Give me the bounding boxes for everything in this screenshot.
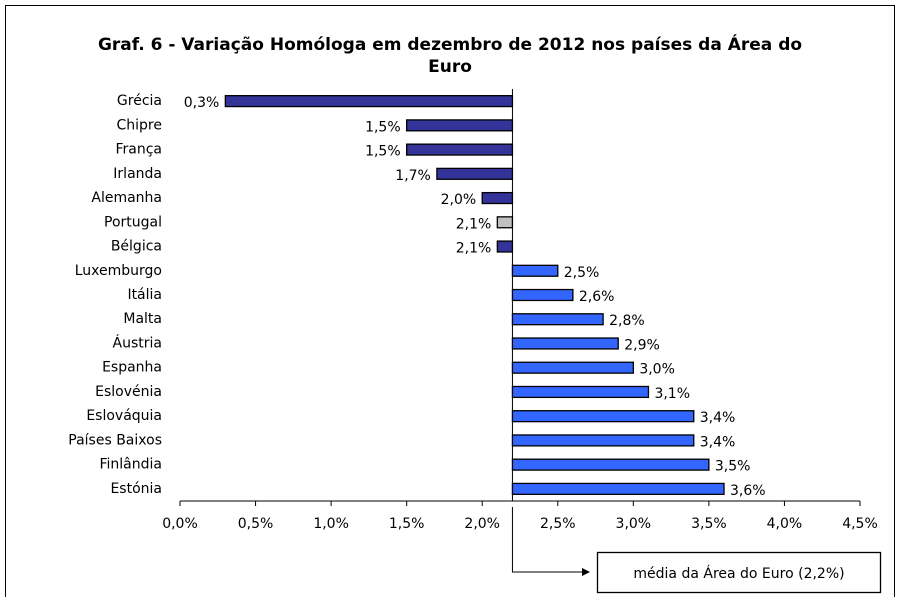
category-label: Portugal	[104, 214, 162, 230]
category-label: Bélgica	[111, 239, 162, 255]
x-tick-label: 1,5%	[389, 516, 425, 532]
x-tick-label: 2,5%	[540, 516, 576, 532]
x-tick-label: 0,5%	[238, 516, 274, 532]
x-tick-label: 4,5%	[842, 516, 878, 532]
bar	[511, 313, 604, 326]
bar	[496, 240, 514, 253]
x-tick-label: 3,0%	[616, 516, 652, 532]
annotation-arrow	[511, 507, 584, 573]
bar	[511, 288, 574, 302]
category-label: Luxemburgo	[75, 263, 162, 279]
value-label: 2,5%	[564, 265, 600, 281]
x-tick-label: 4,0%	[767, 516, 803, 532]
x-tick-label: 2,0%	[464, 516, 500, 532]
value-label: 0,3%	[184, 95, 220, 111]
category-label: Espanha	[102, 360, 162, 376]
category-label: Irlanda	[113, 166, 162, 182]
x-tick-label: 1,0%	[313, 516, 349, 532]
bar	[511, 482, 725, 495]
category-label: Malta	[123, 311, 162, 327]
value-label: 2,1%	[456, 216, 492, 232]
value-label: 1,5%	[365, 144, 401, 160]
value-label: 3,0%	[639, 362, 675, 378]
category-label: Eslovénia	[95, 384, 162, 400]
bar	[496, 216, 514, 229]
bar	[511, 458, 710, 471]
bar	[406, 143, 514, 156]
category-label: Países Baixos	[68, 432, 162, 448]
category-label: Alemanha	[91, 190, 162, 206]
value-label: 1,5%	[365, 119, 401, 135]
value-label: 2,0%	[441, 192, 477, 208]
value-label: 3,1%	[654, 386, 690, 402]
bar	[511, 264, 559, 277]
value-label: 1,7%	[395, 168, 431, 184]
bar	[406, 119, 514, 132]
category-label: França	[115, 142, 162, 158]
category-label: Chipre	[117, 117, 163, 133]
bar	[511, 385, 650, 399]
bar	[511, 337, 619, 350]
value-label: 3,4%	[700, 410, 736, 426]
value-label: 3,6%	[730, 483, 766, 499]
value-label: 2,1%	[456, 241, 492, 257]
frame	[5, 5, 895, 597]
annotation-box	[596, 551, 882, 594]
category-label: Finlândia	[100, 457, 163, 473]
value-label: 3,4%	[700, 434, 736, 450]
bar	[511, 434, 695, 447]
category-label: Estónia	[110, 481, 162, 497]
x-tick-label: 3,5%	[691, 516, 727, 532]
bar	[511, 410, 695, 423]
arrow-head	[582, 568, 590, 576]
bar	[224, 95, 514, 108]
value-label: 2,9%	[624, 337, 660, 353]
bar	[511, 361, 634, 374]
value-label: 2,6%	[579, 289, 615, 305]
x-tick-label: 0,0%	[162, 516, 198, 532]
bar	[436, 167, 514, 180]
category-label: Grécia	[117, 93, 162, 109]
category-label: Eslováquia	[86, 408, 162, 424]
category-label: Áustria	[113, 334, 162, 351]
category-label: Itália	[127, 287, 162, 303]
value-label: 3,5%	[715, 459, 751, 475]
annotation: média da Área do Euro (2,2%)	[633, 565, 844, 582]
chart-title: Graf. 6 - Variação Homóloga em dezembro …	[97, 35, 803, 77]
value-label: 2,8%	[609, 313, 645, 329]
bar	[481, 191, 514, 205]
